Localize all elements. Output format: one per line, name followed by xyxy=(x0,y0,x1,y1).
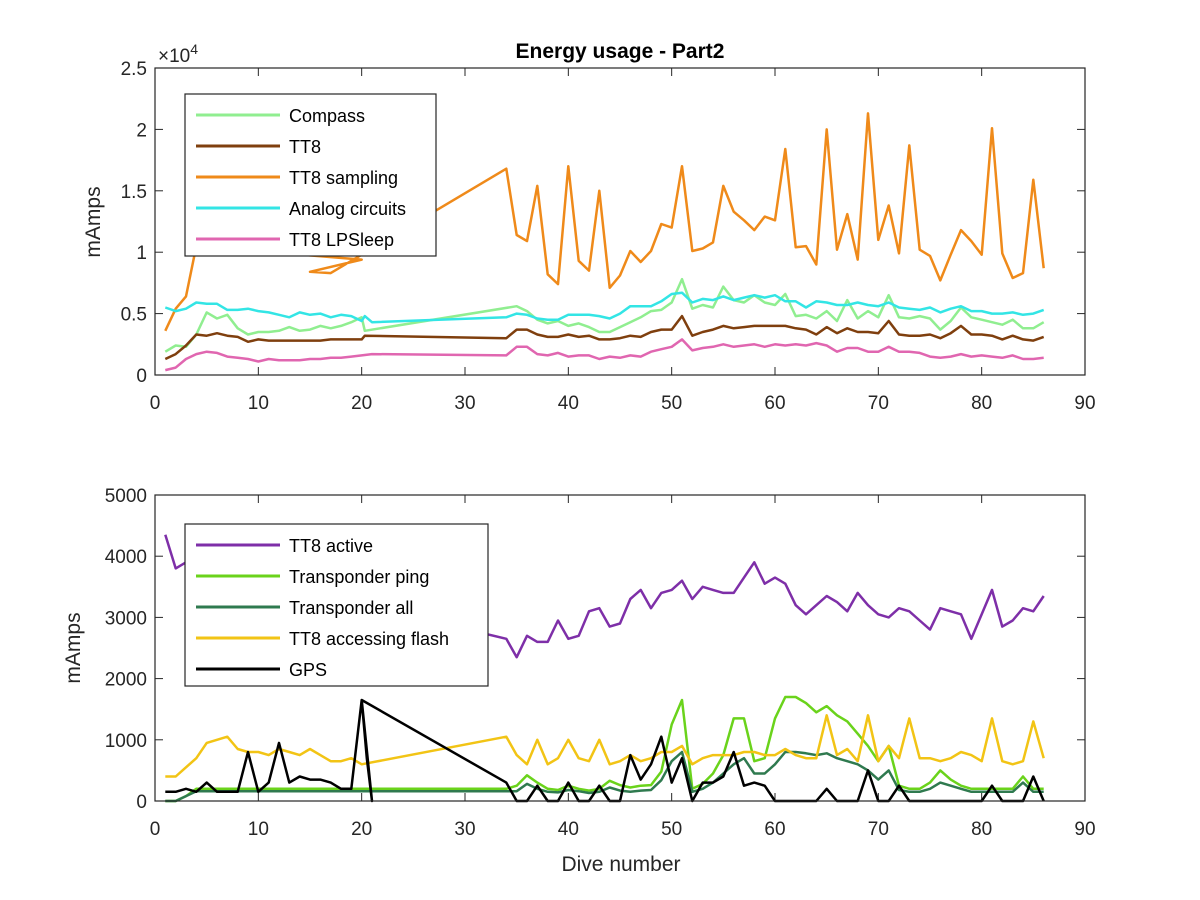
x-tick-label: 40 xyxy=(558,393,579,414)
y-tick-label: 0 xyxy=(136,366,147,387)
x-tick-label: 80 xyxy=(971,393,992,414)
legend-box xyxy=(184,93,437,257)
series-line-analog-circuits xyxy=(164,291,1045,324)
y-tick-label: 0 xyxy=(136,792,147,813)
y-tick-label: 1000 xyxy=(105,731,147,752)
x-tick-label: 50 xyxy=(661,393,682,414)
axes-frame-bottom xyxy=(154,494,1086,802)
x-tick-label: 0 xyxy=(150,393,161,414)
legend-label: Transponder all xyxy=(289,598,413,618)
legend-label: TT8 accessing flash xyxy=(289,629,449,649)
x-tick-label: 20 xyxy=(351,819,372,840)
x-tick-label: 60 xyxy=(764,819,785,840)
y-tick-label: 1.5 xyxy=(121,182,147,203)
x-tick-label: 90 xyxy=(1074,393,1095,414)
x-tick-label: 30 xyxy=(454,819,475,840)
legend-box xyxy=(184,523,489,687)
legend-label: Transponder ping xyxy=(289,567,429,587)
chart-title: Energy usage - Part2 xyxy=(516,40,725,63)
tick-labels-top: 0 10 20 30 40 50 60 70 80 90 0 0.5 1 1.5 2 2.5 xyxy=(121,59,1096,414)
series-line-tt8-accessing-flash xyxy=(165,714,1045,778)
x-tick-label: 40 xyxy=(558,819,579,840)
legend-label: TT8 active xyxy=(289,536,373,556)
y-tick-label: 2 xyxy=(136,120,147,141)
x-tick-label: 20 xyxy=(351,393,372,414)
series-line-tt8 xyxy=(164,314,1045,361)
x-tick-label: 10 xyxy=(248,393,269,414)
y-tick-label: 4000 xyxy=(105,547,147,568)
plot-area-top xyxy=(164,112,1045,372)
plot-area-bottom xyxy=(164,534,1045,803)
series-line-transponder-all xyxy=(165,750,1044,803)
y-tick-label: 1 xyxy=(136,243,147,264)
x-tick-label: 30 xyxy=(454,393,475,414)
x-tick-label: 10 xyxy=(248,819,269,840)
series-line-tt8-sampling xyxy=(164,112,1045,332)
x-tick-label: 70 xyxy=(868,393,889,414)
series-line-tt8-active xyxy=(164,534,1045,659)
axes-frame-top xyxy=(154,67,1086,376)
x-axis-label: Dive number xyxy=(561,853,680,876)
x-tick-label: 60 xyxy=(764,393,785,414)
y-tick-label: 2.5 xyxy=(121,59,147,80)
x-tick-label: 0 xyxy=(150,819,161,840)
energy-top-axes: Energy usage - Part2 ×104 mAmps 0 10 20 30 4… xyxy=(82,40,1096,414)
energy-bottom-axes: mAmps Dive number 0 10 20 30 40 50 60 70 80 90 0 10… xyxy=(62,486,1096,876)
legend-top: Compass TT8 TT8 sampling Analog circuits TT8… xyxy=(184,93,437,257)
y-tick-label: 2000 xyxy=(105,670,147,691)
x-tick-label: 50 xyxy=(661,819,682,840)
x-tick-label: 90 xyxy=(1074,819,1095,840)
legend-bottom: TT8 active Transponder ping Transponder al… xyxy=(184,523,489,687)
y-tick-label: 5000 xyxy=(105,486,147,507)
x-tick-label: 80 xyxy=(971,819,992,840)
series-line-tt8-lpsleep xyxy=(165,338,1044,372)
series-line-compass xyxy=(164,277,1045,353)
series-line-transponder-ping xyxy=(165,695,1044,803)
y-tick-label: 3000 xyxy=(105,608,147,629)
legend-label: Compass xyxy=(289,106,365,126)
y-axis-label-top: mAmps xyxy=(82,186,105,257)
x-tick-label: 70 xyxy=(868,819,889,840)
y-exponent-label: ×104 xyxy=(158,41,198,67)
legend-label: TT8 LPSleep xyxy=(289,230,394,250)
legend-label: GPS xyxy=(289,660,327,680)
y-tick-label: 0.5 xyxy=(121,305,147,326)
tick-labels-bottom: 0 10 20 30 40 50 60 70 80 90 0 1000 2000 3000 4000 5000 xyxy=(105,486,1096,840)
y-axis-label-bottom: mAmps xyxy=(62,612,85,683)
legend-label: TT8 xyxy=(289,137,321,157)
legend-label: Analog circuits xyxy=(289,199,406,219)
legend-label: TT8 sampling xyxy=(289,168,398,188)
